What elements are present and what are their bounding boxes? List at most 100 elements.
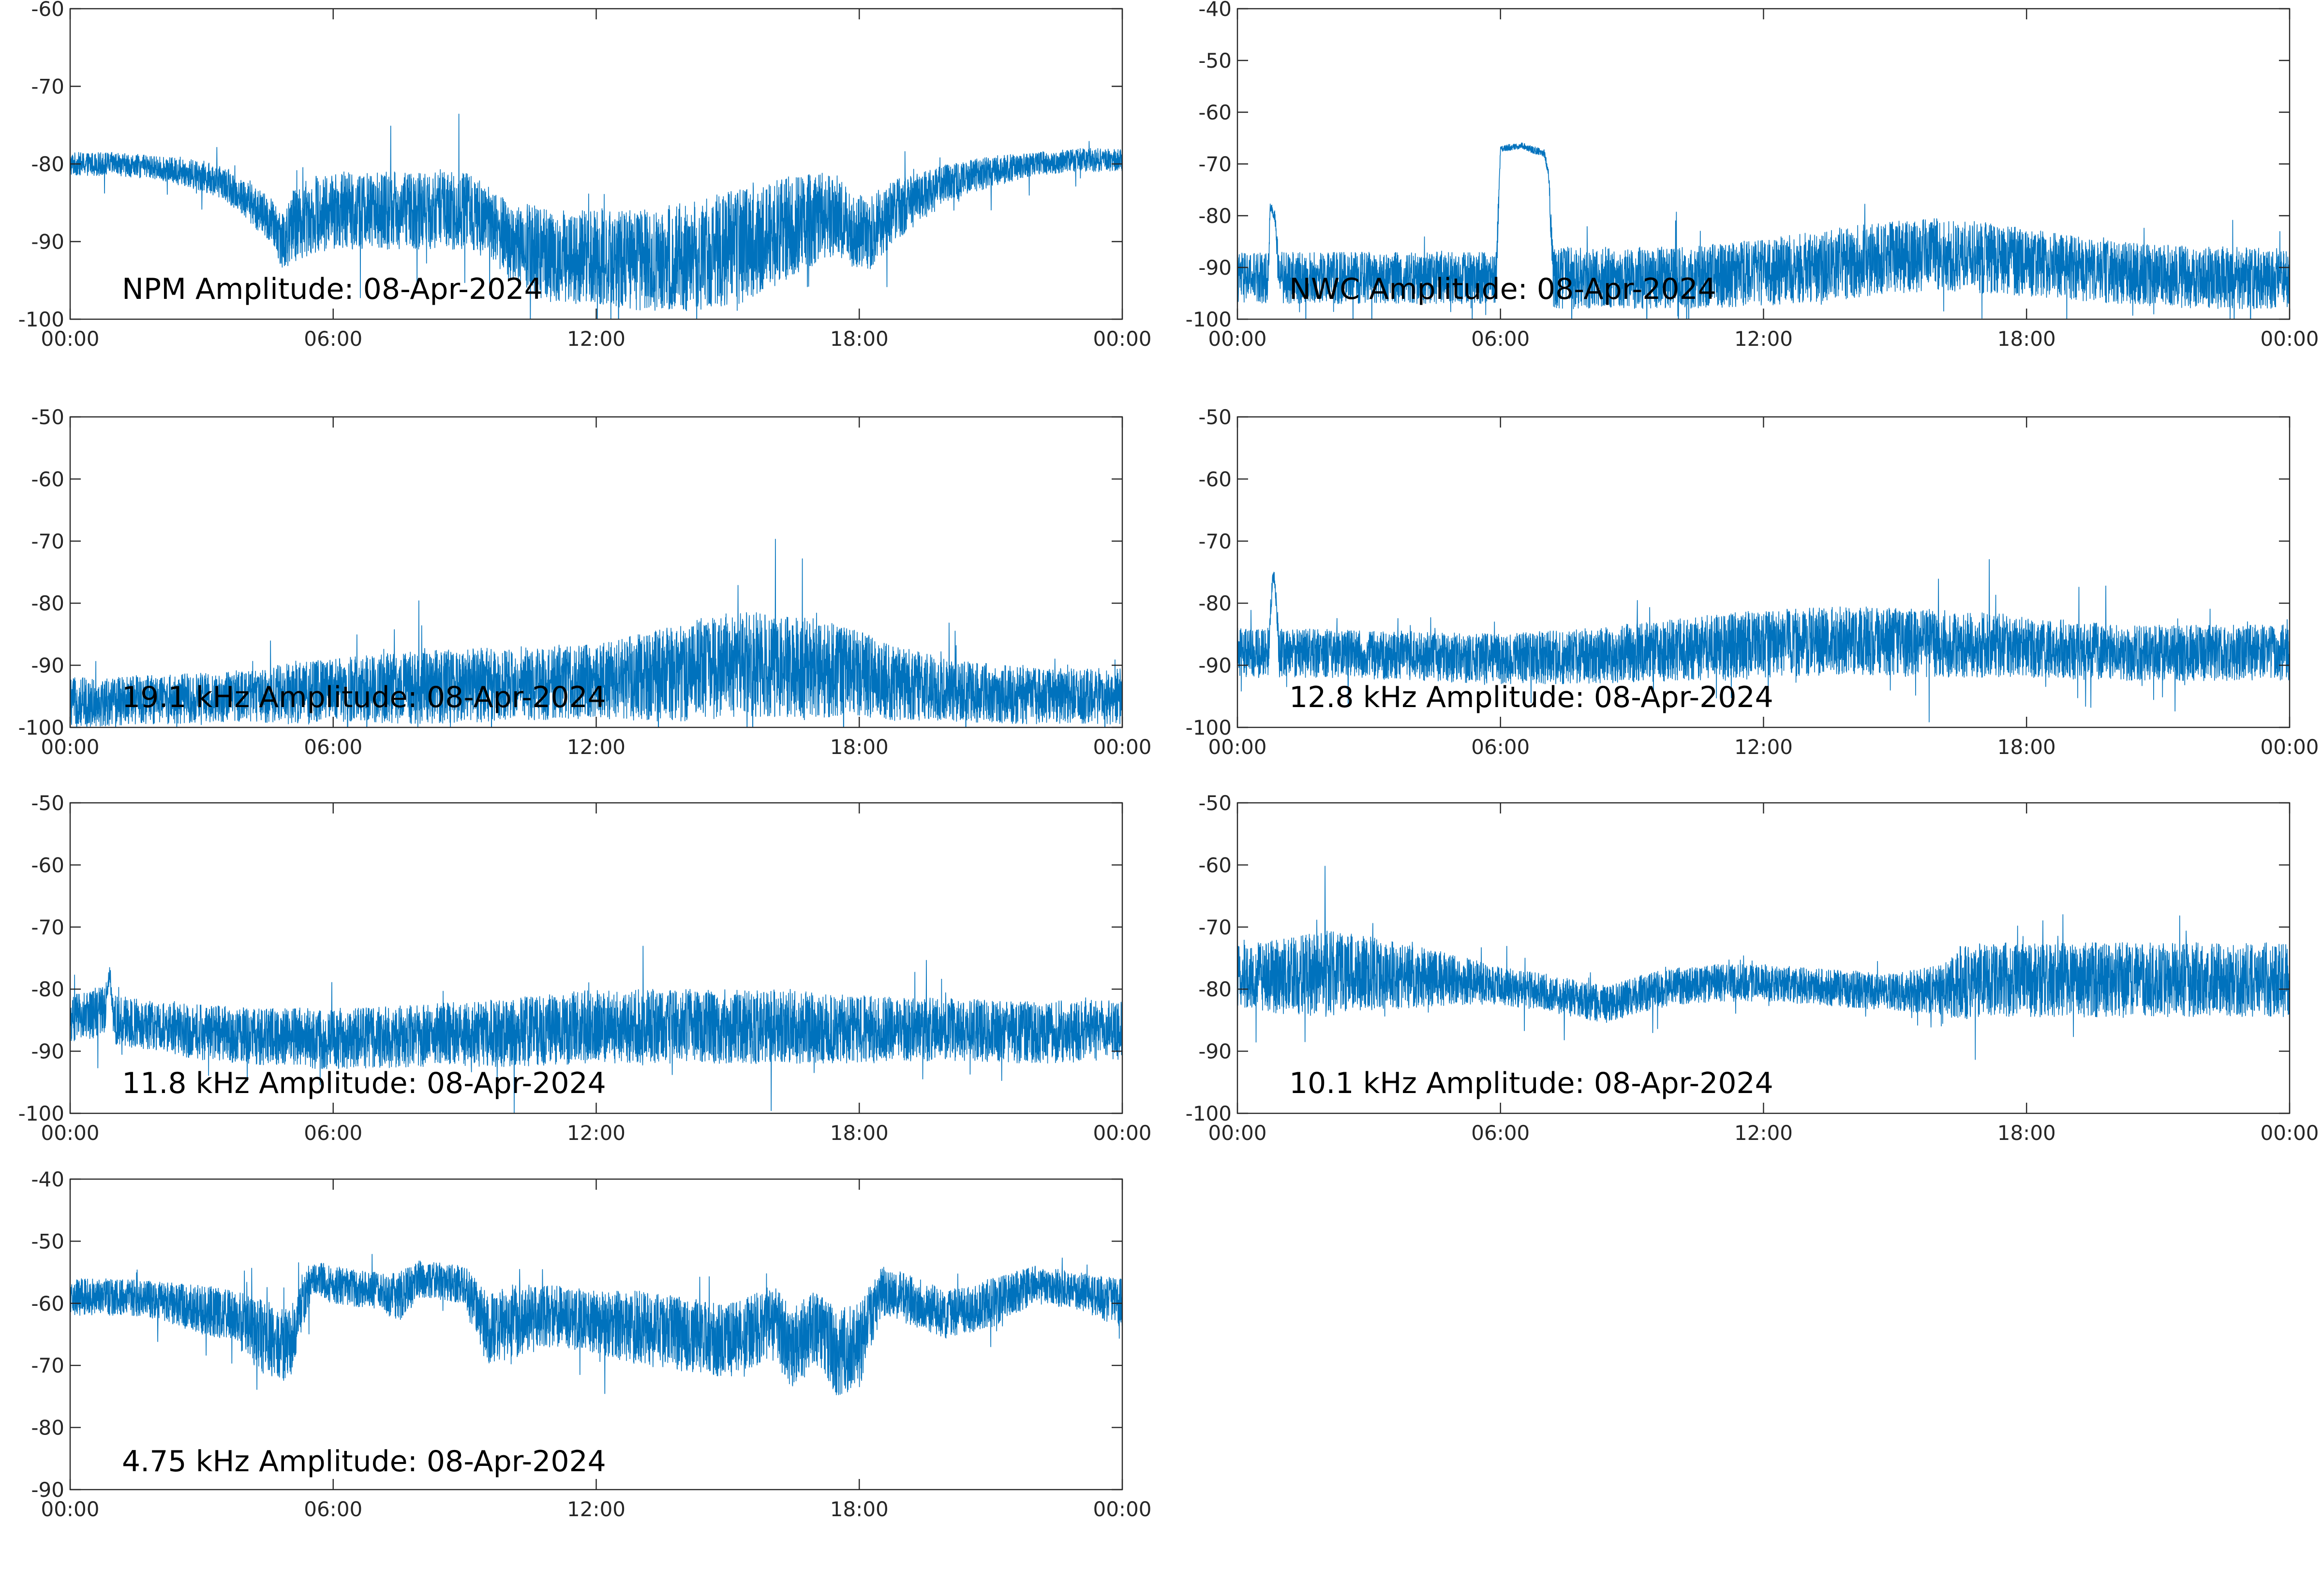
y-tick-label: -80 [31,1416,64,1440]
x-tick-label: 00:00 [1093,735,1151,759]
y-tick-label: -90 [31,654,64,678]
series-line [70,946,1122,1113]
x-tick-label: 06:00 [1471,735,1530,759]
y-tick-label: -80 [1198,204,1232,228]
y-tick-label: -70 [31,916,64,939]
x-tick-label: 18:00 [830,1497,889,1521]
y-tick-label: -70 [31,1354,64,1377]
y-tick-label: -70 [1198,530,1232,553]
x-tick-label: 00:00 [2260,1121,2319,1145]
y-tick-label: -60 [31,467,64,491]
series-line [1237,866,2290,1060]
x-tick-label: 00:00 [2260,735,2319,759]
x-tick-label: 12:00 [567,327,625,351]
y-tick-label: -80 [31,591,64,615]
x-tick-label: 00:00 [41,1497,99,1521]
series-line [70,114,1122,319]
x-tick-label: 00:00 [1208,735,1266,759]
x-tick-label: 12:00 [567,735,625,759]
x-tick-label: 18:00 [1997,1121,2056,1145]
y-tick-label: -50 [1198,405,1232,429]
y-tick-label: -90 [1198,654,1232,678]
x-tick-label: 18:00 [1997,735,2056,759]
x-tick-label: 06:00 [304,327,362,351]
y-tick-label: -60 [31,853,64,877]
x-tick-label: 06:00 [304,1497,362,1521]
series-line [70,539,1122,727]
y-tick-label: -70 [31,530,64,553]
series-line [1237,559,2290,723]
y-tick-label: -70 [1198,916,1232,939]
x-tick-label: 12:00 [1734,735,1793,759]
x-tick-label: 06:00 [1471,327,1530,351]
y-tick-label: -70 [31,75,64,99]
y-tick-label: -80 [31,977,64,1001]
x-tick-label: 12:00 [567,1121,625,1145]
y-tick-label: -100 [18,716,64,739]
y-tick-label: -100 [18,308,64,331]
x-tick-label: 18:00 [830,1121,889,1145]
y-tick-label: -60 [31,1292,64,1315]
panel-title: NPM Amplitude: 08-Apr-2024 [122,272,543,306]
x-tick-label: 00:00 [41,1121,99,1145]
y-tick-label: -60 [1198,853,1232,877]
y-tick-label: -80 [1198,977,1232,1001]
y-tick-label: -70 [1198,152,1232,176]
y-tick-label: -100 [1186,716,1232,739]
y-tick-label: -50 [31,1229,64,1253]
x-tick-label: 18:00 [1997,327,2056,351]
panel-title: 4.75 kHz Amplitude: 08-Apr-2024 [122,1445,606,1478]
series-line [70,1254,1122,1395]
y-tick-label: -50 [31,791,64,815]
y-tick-label: -90 [31,1478,64,1502]
x-tick-label: 06:00 [1471,1121,1530,1145]
x-tick-label: 12:00 [567,1497,625,1521]
y-tick-label: -100 [18,1102,64,1125]
x-tick-label: 00:00 [1208,327,1266,351]
x-tick-label: 18:00 [830,735,889,759]
panel-title: 19.1 kHz Amplitude: 08-Apr-2024 [122,680,606,714]
y-tick-label: -90 [31,1040,64,1064]
y-tick-label: -100 [1186,308,1232,331]
panel-title: 12.8 kHz Amplitude: 08-Apr-2024 [1289,680,1773,714]
y-tick-label: -60 [31,0,64,21]
x-tick-label: 00:00 [1208,1121,1266,1145]
series-line [1237,142,2290,319]
x-tick-label: 00:00 [1093,1497,1151,1521]
panel-title: 11.8 kHz Amplitude: 08-Apr-2024 [122,1066,606,1100]
x-tick-label: 00:00 [41,327,99,351]
y-tick-label: -90 [1198,1040,1232,1064]
y-tick-label: -40 [31,1167,64,1191]
y-tick-label: -60 [1198,467,1232,491]
x-tick-label: 06:00 [304,1121,362,1145]
x-tick-label: 00:00 [2260,327,2319,351]
y-tick-label: -40 [1198,0,1232,21]
y-tick-label: -50 [1198,791,1232,815]
x-tick-label: 12:00 [1734,327,1793,351]
y-tick-label: -90 [1198,256,1232,280]
x-tick-label: 18:00 [830,327,889,351]
y-tick-label: -60 [1198,101,1232,124]
y-tick-label: -80 [31,152,64,176]
y-tick-label: -100 [1186,1102,1232,1125]
y-tick-label: -90 [31,230,64,254]
y-tick-label: -80 [1198,591,1232,615]
y-tick-label: -50 [1198,49,1232,73]
x-tick-label: 00:00 [1093,327,1151,351]
y-tick-label: -50 [31,405,64,429]
x-tick-label: 00:00 [1093,1121,1151,1145]
panel-title: 10.1 kHz Amplitude: 08-Apr-2024 [1289,1066,1773,1100]
x-tick-label: 12:00 [1734,1121,1793,1145]
x-tick-label: 00:00 [41,735,99,759]
panel-title: NWC Amplitude: 08-Apr-2024 [1289,272,1716,306]
x-tick-label: 06:00 [304,735,362,759]
